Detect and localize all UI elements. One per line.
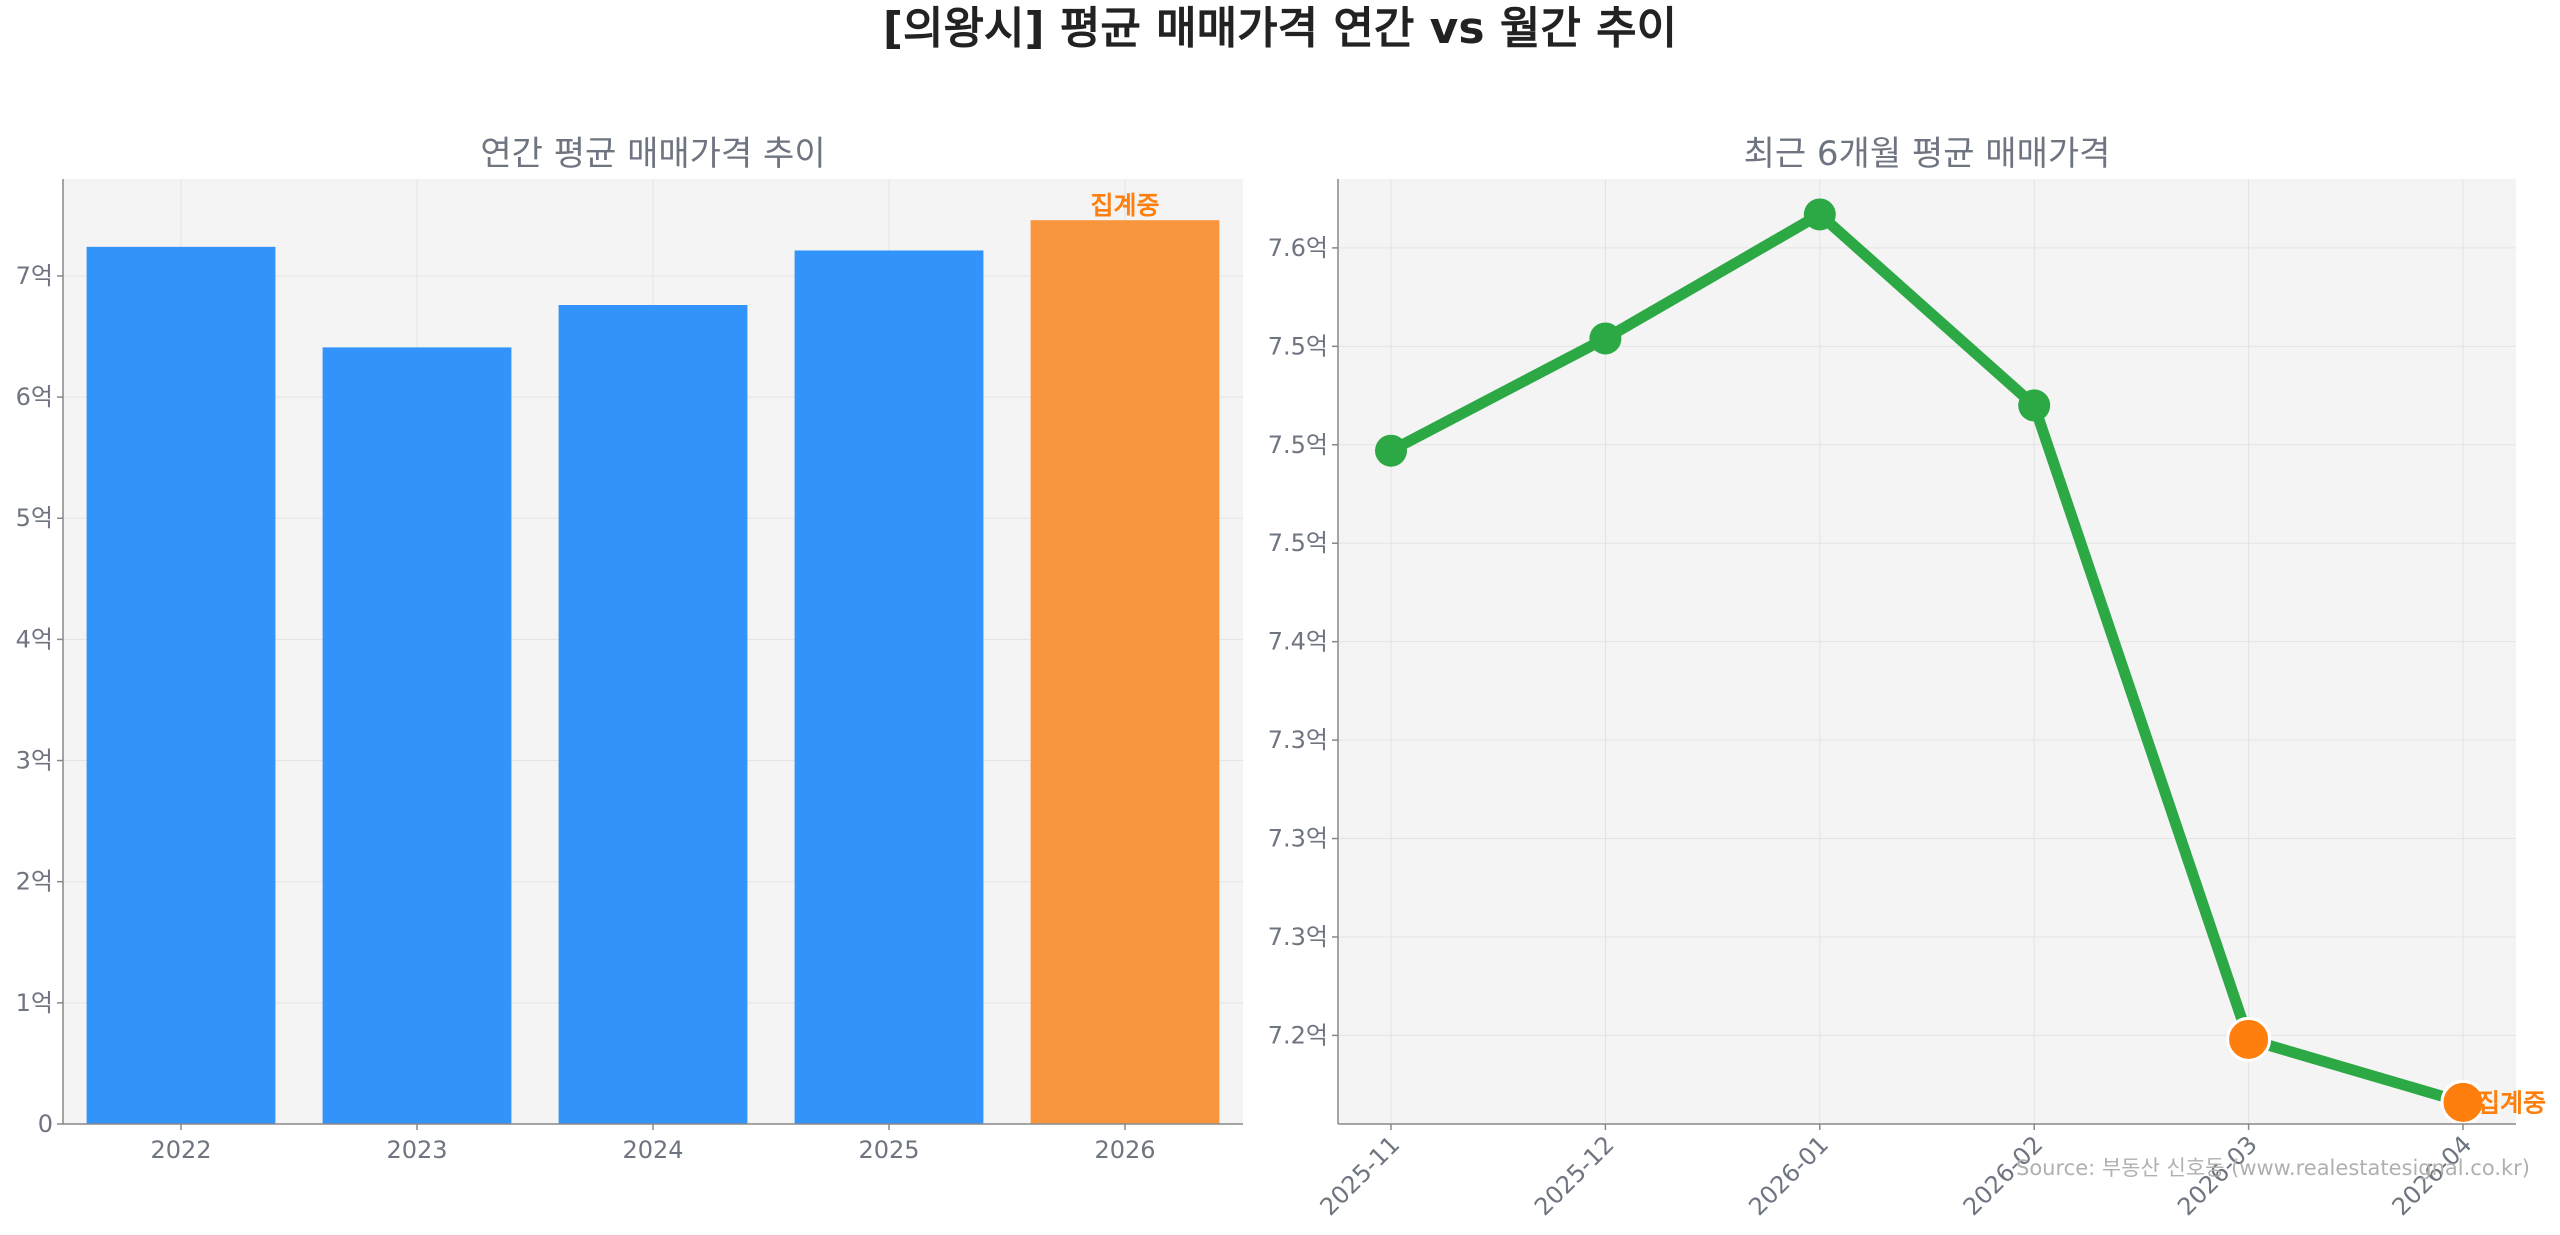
- point-2026-01: [1803, 198, 1836, 231]
- x-tick-label: 2025: [858, 1136, 919, 1164]
- partial-label: 집계중: [2477, 1088, 2546, 1117]
- y-tick-label: 3억: [16, 747, 53, 775]
- bar-2022: [86, 246, 276, 1124]
- x-tick-label: 2022: [150, 1136, 211, 1164]
- x-tick-label: 2025-11: [1315, 1130, 1406, 1221]
- left-chart-title: 연간 평균 매매가격 추이: [480, 134, 825, 174]
- y-tick-label: 5억: [16, 504, 53, 532]
- x-tick-label: 2026-01: [1743, 1130, 1834, 1221]
- y-tick-label: 4억: [16, 625, 53, 653]
- y-tick-label: 6억: [16, 383, 53, 411]
- y-tick-label: 7.3억: [1268, 825, 1328, 853]
- figure-title: [의왕시] 평균 매매가격 연간 vs 월간 추이: [883, 3, 1677, 54]
- x-tick-label: 2026: [1094, 1136, 1155, 1164]
- point-2026-02: [2018, 389, 2051, 422]
- bar-2024: [558, 305, 748, 1124]
- y-tick-label: 7.5억: [1268, 332, 1328, 360]
- right-chart-title: 최근 6개월 평균 매매가격: [1744, 134, 2111, 174]
- y-tick-label: 7.2억: [1268, 1021, 1328, 1049]
- y-tick-label: 7.5억: [1268, 529, 1328, 557]
- bar-2025: [794, 250, 984, 1124]
- point-2026-03: [2226, 1016, 2272, 1062]
- y-tick-label: 7.6억: [1268, 234, 1328, 262]
- y-tick-label: 2억: [16, 868, 53, 896]
- series-line: [1385, 208, 2469, 1108]
- y-tick-label: 7.3억: [1268, 726, 1328, 754]
- y-tick-label: 7.4억: [1268, 628, 1328, 656]
- y-tick-label: 0: [38, 1110, 53, 1138]
- monthly-line-chart: 집계중 7.2억 7.3억 7.3억 7.3억 7.4억 7.5억 7.5억 7.5억 7.6억 2…: [1268, 134, 2546, 1221]
- partial-label: 집계중: [1090, 191, 1159, 220]
- annual-bar-chart: 집계중 0 1억 2억 3억 4억 5억 6억 7억 2022 2023 2024 2025 2026 연간…: [16, 134, 1243, 1164]
- x-tick-label: 2024: [622, 1136, 683, 1164]
- bar-2026-partial: [1030, 220, 1220, 1124]
- point-2025-12: [1589, 322, 1622, 355]
- plot-area: [1338, 179, 2516, 1124]
- y-tick-label: 7.5억: [1268, 431, 1328, 459]
- source-text: Source: 부동산 신호등 (www.realestatesignal.co…: [2016, 1156, 2530, 1180]
- y-tick-label: 1억: [16, 989, 53, 1017]
- bar-2023: [322, 347, 512, 1125]
- point-2025-11: [1375, 434, 1407, 467]
- y-tick-label: 7억: [16, 262, 53, 290]
- x-tick-label: 2025-12: [1529, 1130, 1620, 1221]
- x-tick-label: 2023: [386, 1136, 447, 1164]
- y-tick-label: 7.3억: [1268, 923, 1328, 951]
